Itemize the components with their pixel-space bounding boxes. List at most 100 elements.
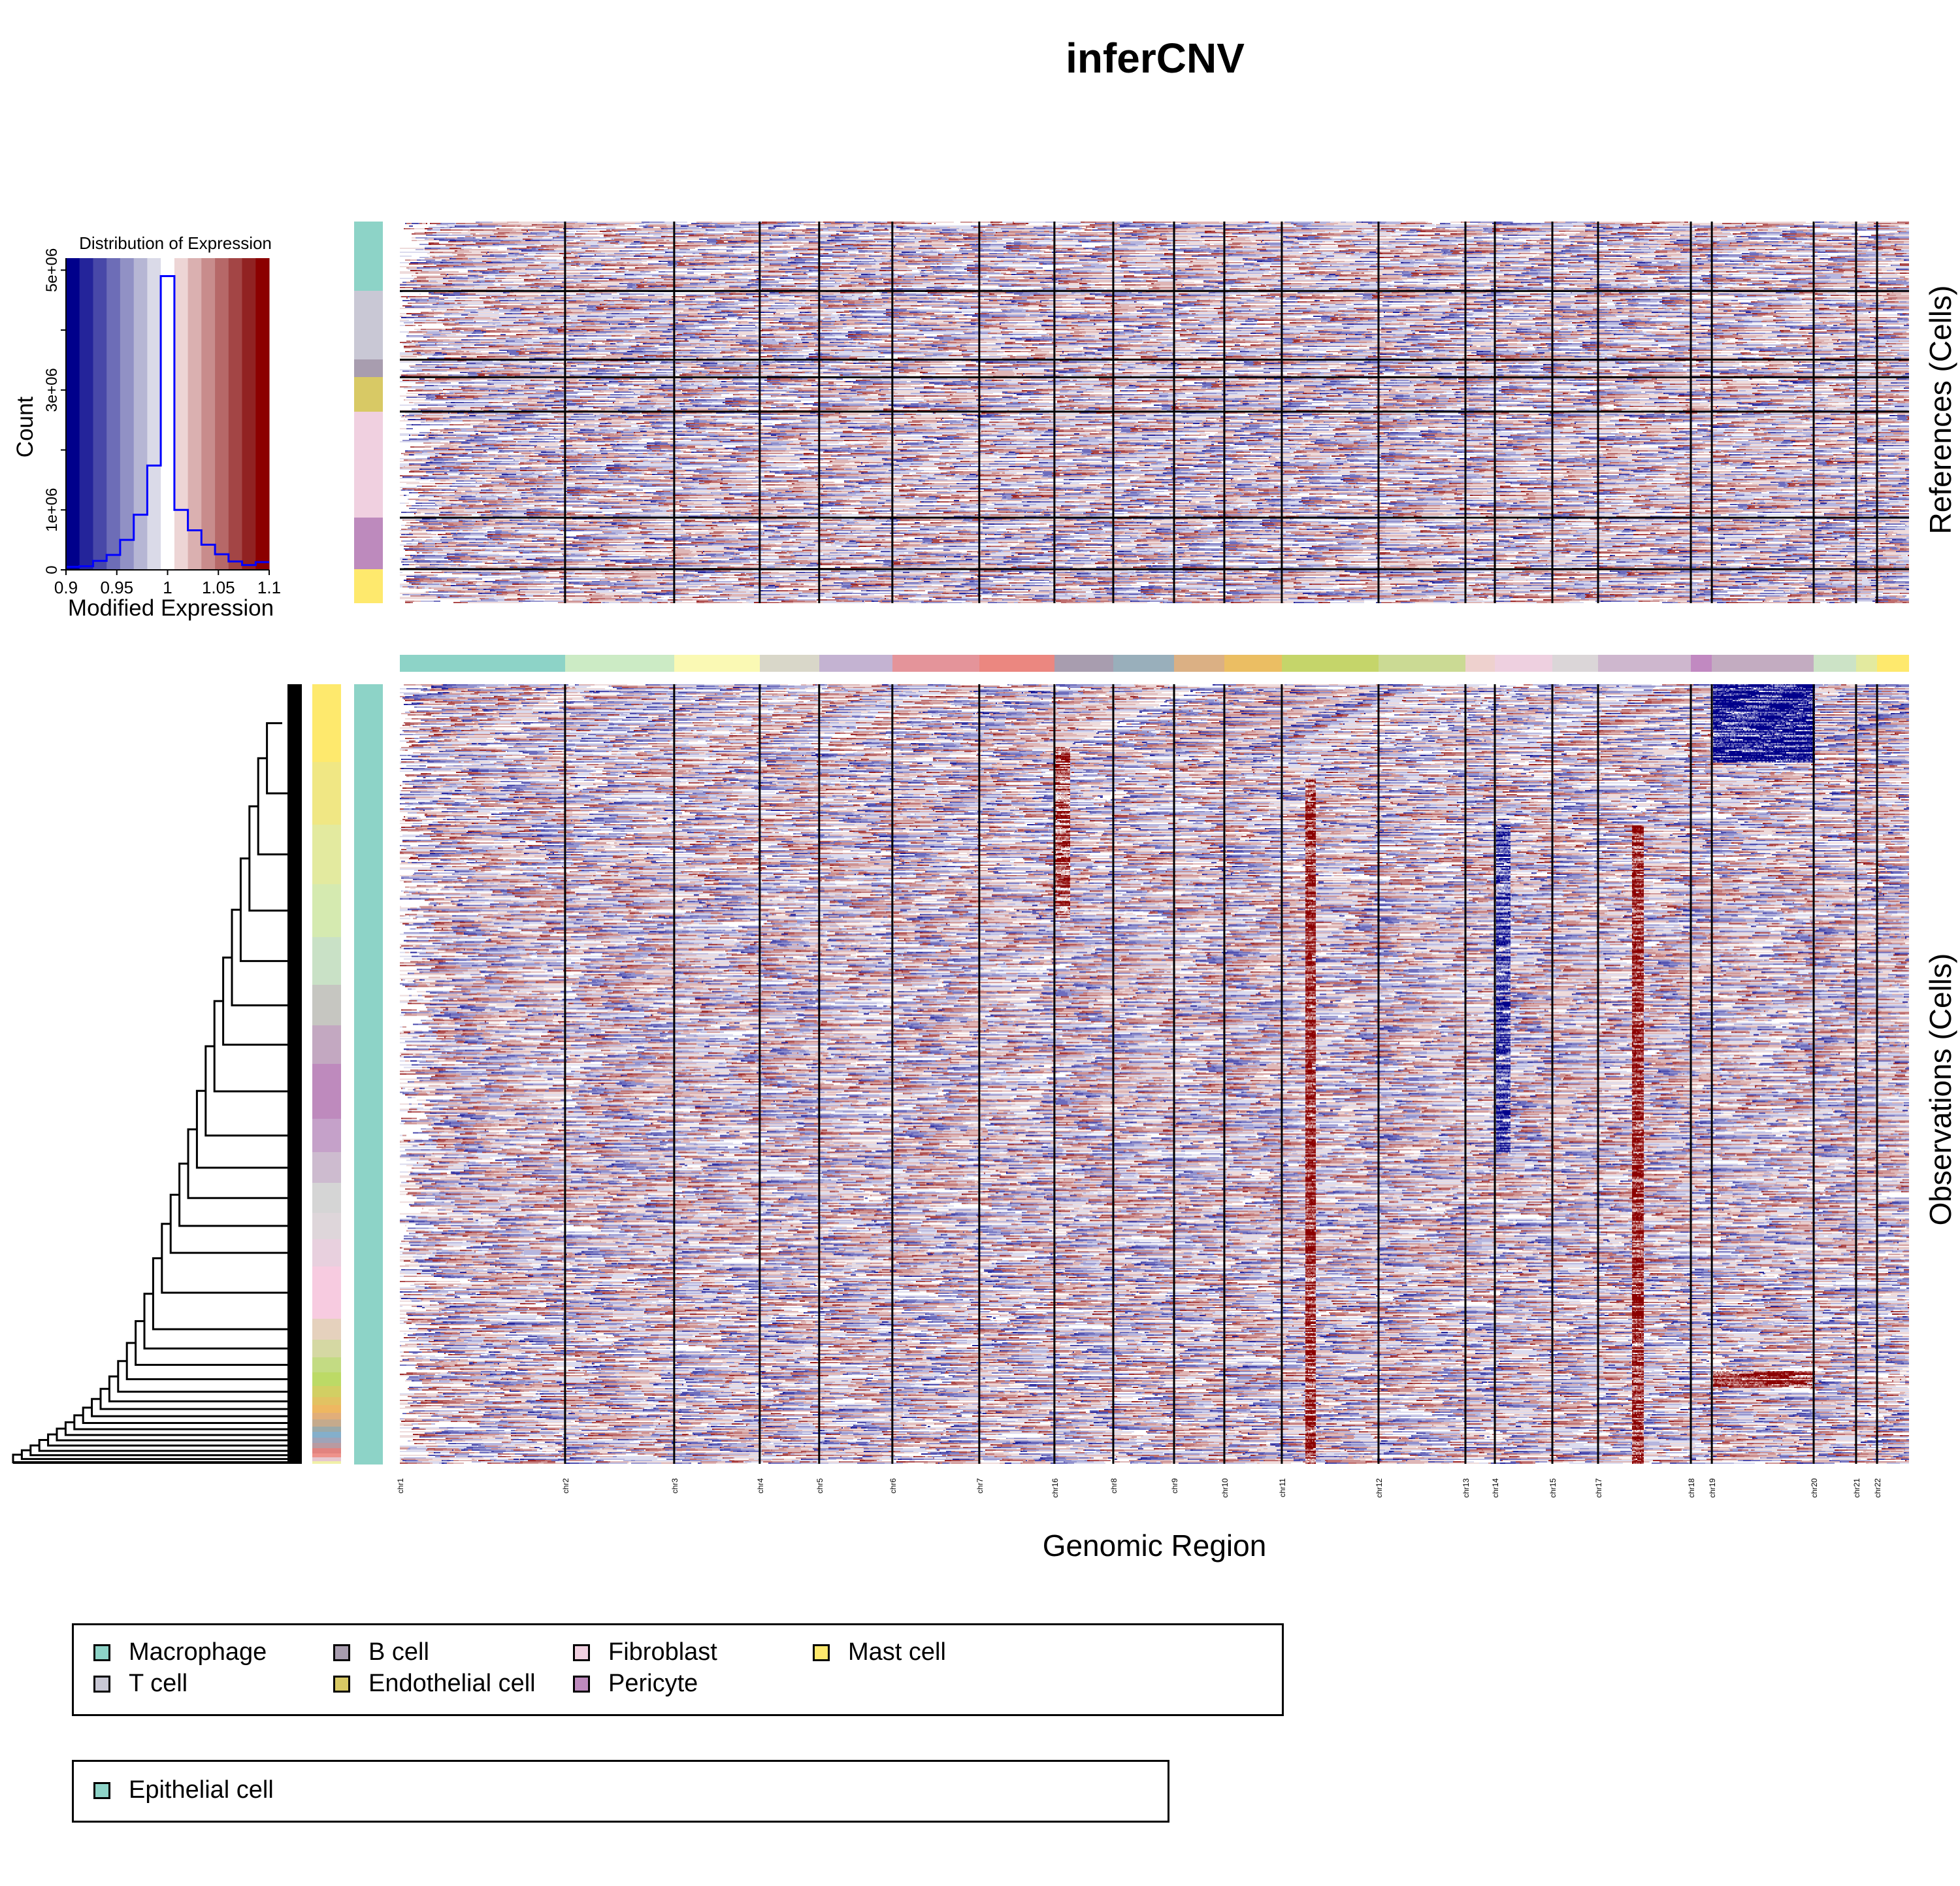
- chromosome-label: chr6: [888, 1478, 898, 1494]
- annotation-segment: [354, 684, 383, 1464]
- annotation-segment: [312, 936, 341, 985]
- legend-label: Pericyte: [608, 1670, 698, 1697]
- histogram-color-band: [188, 258, 202, 570]
- chromosome-label: chr12: [1374, 1478, 1384, 1498]
- chromosome-segment: [1224, 655, 1282, 672]
- annotation-segment: [312, 1432, 341, 1438]
- chromosome-label: chr16: [1050, 1478, 1060, 1498]
- legend-label: Endothelial cell: [368, 1670, 536, 1697]
- histogram-color-band: [201, 258, 216, 570]
- chromosome-label: chr11: [1277, 1478, 1287, 1498]
- chromosome-label: chr10: [1220, 1478, 1230, 1498]
- annotation-segment: [354, 222, 383, 291]
- histogram-y-tick-label: 3e+06: [43, 368, 61, 412]
- annotation-segment: [312, 1453, 341, 1458]
- annotation-segment: [312, 1385, 341, 1398]
- legend-label: Fibroblast: [608, 1638, 717, 1666]
- chromosome-segment: [1281, 655, 1379, 672]
- chromosome-segment: [674, 655, 760, 672]
- dendrogram-branch: [187, 1128, 287, 1199]
- legend-item: T cell: [93, 1670, 188, 1698]
- dendrogram-branch: [178, 1163, 287, 1227]
- chromosome-labels: chr1 chr2 chr3 chr4 chr5 chr6 chr7 chr16 chr8 chr…: [396, 1478, 1909, 1517]
- annotation-segment: [312, 1064, 341, 1119]
- chromosome-segment: [1855, 655, 1878, 672]
- annotation-segment: [312, 1238, 341, 1267]
- dendrogram-branch: [143, 1293, 287, 1349]
- chromosome-label: chr21: [1852, 1478, 1861, 1498]
- annotation-segment: [312, 1457, 341, 1462]
- chromosome-segment: [1113, 655, 1175, 672]
- chromosome-label: chr13: [1461, 1478, 1471, 1498]
- annotation-segment: [312, 684, 341, 763]
- histogram-color-band: [66, 258, 80, 570]
- annotation-segment: [312, 1213, 341, 1240]
- annotation-segment: [312, 1461, 341, 1464]
- chromosome-segment: [1054, 655, 1114, 672]
- dendrogram-leaves: [287, 684, 302, 1464]
- histogram-x-tick-label: 1.05: [202, 578, 235, 597]
- annotation-segment: [312, 1413, 341, 1420]
- histogram-color-band: [242, 258, 256, 570]
- annotation-segment: [312, 1118, 341, 1153]
- chromosome-segment: [1598, 655, 1691, 672]
- legend-item: Pericyte: [573, 1670, 698, 1698]
- chromosome-label: chr14: [1491, 1478, 1501, 1498]
- annotation-segment: [354, 359, 383, 378]
- dendrogram-branch: [20, 1449, 287, 1461]
- chromosome-label: chr15: [1548, 1478, 1558, 1498]
- annotation-segment: [312, 884, 341, 938]
- chromosome-label: chr4: [755, 1478, 765, 1494]
- histogram-color-band: [161, 258, 175, 570]
- chromosome-label: chr3: [670, 1478, 679, 1494]
- chromosome-segment: [1174, 655, 1225, 672]
- annotation-segment: [312, 1419, 341, 1427]
- histogram-x-label: Modified Expression: [68, 595, 274, 621]
- legend-swatch: [93, 1781, 110, 1799]
- chromosome-segment: [1814, 655, 1857, 672]
- legend-swatch: [573, 1675, 590, 1693]
- chromosome-segment: [1465, 655, 1495, 672]
- legend-label: T cell: [129, 1670, 188, 1697]
- legend-swatch: [333, 1675, 350, 1693]
- chromosome-segment: [1691, 655, 1712, 672]
- chart-title: inferCNV: [1066, 35, 1245, 82]
- chromosome-label: chr7: [975, 1478, 985, 1494]
- annotation-segment: [354, 291, 383, 360]
- histogram-color-band: [255, 258, 270, 570]
- dendrogram-branch: [213, 1000, 287, 1093]
- histogram-color-band: [147, 258, 161, 570]
- chromosome-label: chr2: [561, 1478, 570, 1494]
- dendrogram-branch: [169, 1193, 287, 1254]
- annotation-segment: [312, 1448, 341, 1454]
- dendrogram-branch: [161, 1223, 287, 1294]
- histogram-x-tick-label: 0.9: [54, 578, 78, 597]
- chromosome-label: chr1: [396, 1478, 405, 1494]
- legend-swatch: [813, 1644, 830, 1661]
- histogram-color-band: [93, 258, 107, 570]
- observations-axis-label: Observations (Cells): [1923, 953, 1957, 1226]
- chromosome-label: chr17: [1594, 1478, 1603, 1498]
- chromosome-segment: [1495, 655, 1553, 672]
- chromosome-label: chr18: [1687, 1478, 1697, 1498]
- legend-item: Endothelial cell: [333, 1670, 536, 1698]
- histogram-color-band: [120, 258, 135, 570]
- histogram-line: [66, 275, 269, 568]
- annotation-segment: [312, 1152, 341, 1183]
- annotation-segment: [312, 1438, 341, 1444]
- legend-item: Mast cell: [813, 1638, 946, 1666]
- legend-item: Fibroblast: [573, 1638, 717, 1666]
- chromosome-label: chr19: [1708, 1478, 1718, 1498]
- histogram-color-band: [79, 258, 94, 570]
- annotation-segment: [312, 1426, 341, 1432]
- histogram-color-band: [106, 258, 121, 570]
- chromosome-label: chr5: [815, 1478, 825, 1494]
- chromosome-label: chr8: [1109, 1478, 1119, 1494]
- observation-annotation-bar: [354, 684, 383, 1464]
- annotation-segment: [354, 411, 383, 518]
- histogram-y-label: Count: [13, 397, 38, 458]
- legend-item: Macrophage: [93, 1638, 267, 1666]
- histogram-color-band: [174, 258, 189, 570]
- legend-label: B cell: [368, 1638, 429, 1666]
- observations-legend: Epithelial cell: [72, 1760, 1169, 1823]
